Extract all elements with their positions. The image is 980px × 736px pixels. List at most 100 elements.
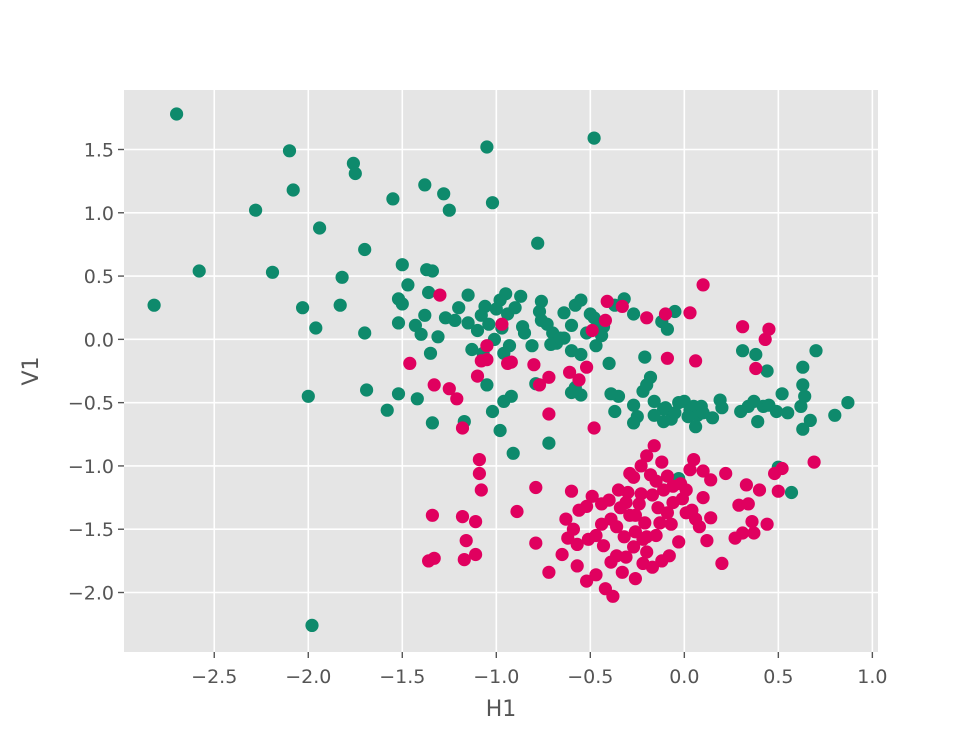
scatter-point (455, 421, 470, 435)
y-tick-label: −2.0 (68, 583, 114, 605)
scatter-point (459, 534, 473, 548)
scatter-point (572, 503, 586, 517)
scatter-point (544, 337, 558, 351)
scatter-point (482, 317, 496, 331)
scatter-point (628, 572, 643, 586)
scatter-point (645, 488, 660, 502)
scatter-point (508, 301, 522, 315)
scatter-point (510, 504, 524, 519)
scatter-point (610, 520, 624, 534)
x-tick-label: −0.5 (567, 666, 613, 688)
scatter-point (531, 236, 545, 250)
scatter-point (527, 358, 541, 372)
y-tick-label: −1.5 (68, 519, 114, 541)
scatter-point (627, 307, 641, 321)
scatter-point (775, 461, 789, 476)
scatter-point (360, 383, 374, 397)
scatter-point (640, 311, 654, 325)
scatter-point (615, 565, 629, 579)
scatter-point (675, 492, 690, 506)
scatter-point (752, 483, 767, 497)
scatter-point (425, 416, 439, 430)
scatter-point (425, 508, 439, 522)
scatter-point (664, 517, 678, 531)
scatter-point (542, 370, 556, 384)
scatter-point (807, 455, 821, 469)
scatter-point (480, 353, 494, 367)
scatter-point (636, 384, 650, 398)
scatter-point (696, 464, 710, 478)
scatter-point (282, 144, 297, 158)
scatter-point (760, 517, 774, 531)
scatter-point (470, 323, 485, 338)
scatter-point (598, 313, 613, 327)
scatter-point (465, 342, 479, 357)
scatter-point (170, 107, 184, 121)
scatter-point (433, 288, 447, 302)
scatter-point (647, 408, 661, 422)
scatter-point (480, 378, 494, 392)
scatter-point (423, 346, 438, 360)
scatter-point (504, 355, 518, 369)
scatter-point (506, 446, 520, 460)
scatter-point (391, 316, 406, 330)
scatter-point (619, 550, 633, 564)
scatter-point (570, 537, 584, 552)
scatter-point (784, 485, 799, 500)
scatter-point (681, 410, 695, 424)
scatter-point (422, 285, 436, 300)
scatter-point (640, 545, 654, 559)
x-tick-label: 1.0 (857, 666, 887, 688)
scatter-point (585, 323, 599, 338)
scatter-point (570, 559, 584, 573)
scatter-point (335, 270, 349, 284)
scatter-point (692, 520, 707, 534)
scatter-point (427, 378, 441, 392)
scatter-point (758, 332, 772, 346)
scatter-point (425, 264, 439, 278)
scatter-point (604, 387, 618, 401)
scatter-point (309, 321, 323, 335)
x-tick-label: −1.5 (379, 666, 425, 688)
scatter-point (534, 313, 549, 327)
scatter-point (534, 294, 549, 308)
scatter-point (749, 347, 763, 362)
scatter-point (719, 466, 733, 481)
scatter-point (803, 413, 817, 427)
scatter-point (391, 387, 406, 401)
scatter-point (606, 589, 620, 603)
scatter-point (660, 351, 675, 365)
scatter-point (410, 392, 424, 406)
scatter-point (647, 439, 661, 453)
scatter-point (553, 331, 567, 345)
series-2-points (403, 278, 821, 603)
scatter-point (497, 394, 511, 408)
scatter-point (495, 317, 509, 331)
scatter-point (672, 535, 686, 549)
scatter-point (589, 568, 603, 582)
scatter-point (469, 515, 483, 529)
scatter-point (499, 287, 513, 301)
scatter-point (485, 196, 500, 210)
scatter-point (628, 508, 643, 522)
scatter-point (617, 530, 631, 544)
scatter-point (634, 459, 648, 473)
scatter-point (655, 455, 669, 469)
grid-lines (124, 90, 878, 652)
y-axis-label: V1 (19, 356, 44, 385)
scatter-point (461, 316, 475, 330)
scatter-point (542, 565, 556, 579)
scatter-point (627, 540, 641, 554)
scatter-point (660, 322, 675, 336)
scatter-point (305, 618, 319, 633)
scatter-point (649, 474, 663, 488)
scatter-point (450, 392, 464, 406)
scatter-point (564, 344, 579, 358)
scatter-point (585, 489, 599, 503)
scatter-point (689, 354, 703, 368)
scatter-point (529, 480, 543, 495)
scatter-point (658, 307, 673, 321)
scatter-point (395, 258, 409, 272)
scatter-point (809, 344, 823, 358)
scatter-point (147, 298, 161, 312)
